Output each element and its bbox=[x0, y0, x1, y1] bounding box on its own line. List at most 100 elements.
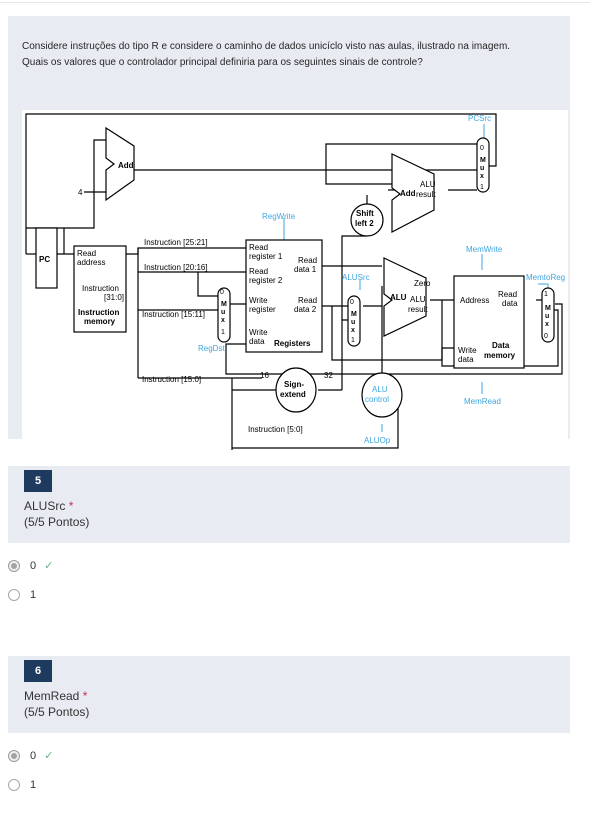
regdst-label: RegDst bbox=[198, 344, 225, 353]
mux2-m: M bbox=[221, 301, 227, 308]
mux3-zero: 0 bbox=[350, 299, 354, 306]
regwrite-label: RegWrite bbox=[262, 212, 296, 221]
reg-read1-a: Read bbox=[249, 243, 268, 252]
mux1-zero: 0 bbox=[480, 145, 484, 152]
radio-selected-icon[interactable] bbox=[8, 559, 20, 572]
memwrite-label: MemWrite bbox=[466, 245, 503, 254]
mem-read-data-a: Read bbox=[498, 290, 517, 299]
add2-alu: ALU bbox=[420, 180, 436, 189]
question-title: ALUSrc * bbox=[24, 499, 73, 513]
reg-read2-b: register 2 bbox=[249, 276, 283, 285]
question-title-text: ALUSrc bbox=[24, 499, 66, 513]
question-title-text: MemRead bbox=[24, 689, 80, 703]
mux3-one: 1 bbox=[351, 337, 355, 344]
reg-write-a: Write bbox=[249, 296, 268, 305]
alu-result-b: result bbox=[408, 305, 428, 314]
instr-25-21: Instruction [25:21] bbox=[144, 238, 208, 247]
registers-label: Registers bbox=[274, 339, 311, 348]
mux4-zero: 0 bbox=[544, 333, 548, 340]
mem-write-data-a: Write bbox=[458, 346, 477, 355]
aluop-label: ALUOp bbox=[364, 436, 391, 445]
instruction-out-1: Instruction bbox=[82, 284, 119, 293]
mux4-u: u bbox=[545, 313, 549, 320]
mux4-m: M bbox=[545, 305, 551, 312]
instr-15-0: Instruction [15:0] bbox=[142, 375, 201, 384]
mux2-u: u bbox=[221, 309, 225, 316]
mux1-x: x bbox=[480, 173, 484, 180]
four-label: 4 bbox=[78, 188, 83, 197]
mux3-x: x bbox=[351, 327, 355, 334]
required-mark: * bbox=[68, 499, 74, 513]
zero-flag-label: Zero bbox=[414, 279, 431, 288]
check-icon: ✓ bbox=[44, 560, 54, 572]
mem-read-data-b: data bbox=[502, 299, 518, 308]
option-q5-1[interactable]: 1 bbox=[8, 589, 36, 601]
option-q6-0[interactable]: 0 ✓ bbox=[8, 749, 53, 762]
data-memory-a: Data bbox=[492, 341, 510, 350]
intro-line-2: Quais os valores que o controlador princ… bbox=[22, 57, 423, 68]
read-address-2: address bbox=[77, 258, 105, 267]
top-divider bbox=[0, 2, 590, 3]
sixteen-label: 16 bbox=[260, 371, 269, 380]
intro-line-1: Considere instruções do tipo R e conside… bbox=[22, 41, 511, 52]
reg-write-b: register bbox=[249, 305, 276, 314]
pcsrc-label: PCSrc bbox=[468, 114, 491, 123]
alusrc-label: ALUSrc bbox=[342, 273, 370, 282]
question-title: MemRead * bbox=[24, 689, 87, 703]
read-data2-b: data 2 bbox=[294, 305, 317, 314]
radio-selected-icon[interactable] bbox=[8, 749, 20, 762]
pc-label: PC bbox=[39, 255, 50, 264]
question-6-card: 6 MemRead * (5/5 Pontos) bbox=[8, 656, 570, 733]
check-icon: ✓ bbox=[44, 750, 54, 762]
memread-label: MemRead bbox=[464, 397, 501, 406]
option-label: 1 bbox=[30, 779, 37, 791]
mux3-u: u bbox=[351, 319, 355, 326]
add2-result: result bbox=[416, 190, 436, 199]
mem-write-data-b: data bbox=[458, 355, 474, 364]
sign-extend-b: extend bbox=[280, 390, 306, 399]
question-5-card: 5 ALUSrc * (5/5 Pontos) bbox=[8, 466, 570, 543]
data-memory-b: memory bbox=[484, 351, 516, 360]
alu-control-b: control bbox=[365, 395, 389, 404]
datapath-diagram: PCSrc Add 4 0 M u x 1 Add ALU result Shi… bbox=[22, 110, 568, 450]
add-label: Add bbox=[118, 161, 134, 170]
mux3-m: M bbox=[351, 311, 357, 318]
shift-line-2: left 2 bbox=[355, 219, 374, 228]
alu-control-a: ALU bbox=[372, 385, 388, 394]
required-mark: * bbox=[82, 689, 88, 703]
option-label: 0 bbox=[30, 559, 37, 572]
question-points: (5/5 Pontos) bbox=[24, 515, 90, 529]
sign-extend-a: Sign- bbox=[284, 380, 304, 389]
shift-line-1: Shift bbox=[356, 209, 374, 218]
instr-mem-2: memory bbox=[84, 317, 116, 326]
mux4-x: x bbox=[545, 321, 549, 328]
add2-label: Add bbox=[400, 189, 416, 198]
datapath-svg: PCSrc Add 4 0 M u x 1 Add ALU result Shi… bbox=[25, 113, 565, 450]
radio-icon[interactable] bbox=[8, 589, 20, 601]
intro-card: Considere instruções do tipo R e conside… bbox=[8, 16, 570, 450]
alu-result-a: ALU bbox=[410, 295, 426, 304]
question-number-badge: 5 bbox=[24, 470, 52, 492]
reg-wdata-b: data bbox=[249, 337, 265, 346]
reg-read1-b: register 1 bbox=[249, 252, 283, 261]
option-label: 0 bbox=[30, 749, 37, 762]
option-q6-1[interactable]: 1 bbox=[8, 779, 36, 791]
intro-text: Considere instruções do tipo R e conside… bbox=[22, 39, 552, 71]
instr-15-11: Instruction [15:11] bbox=[142, 310, 205, 319]
instr-20-16: Instruction [20:16] bbox=[144, 263, 208, 272]
reg-wdata-a: Write bbox=[249, 328, 268, 337]
read-data1-b: data 1 bbox=[294, 265, 317, 274]
reg-read2-a: Read bbox=[249, 267, 268, 276]
radio-icon[interactable] bbox=[8, 779, 20, 791]
question-points: (5/5 Pontos) bbox=[24, 705, 90, 719]
address-label: Address bbox=[460, 296, 489, 305]
mux1-m: M bbox=[480, 157, 486, 164]
instr-mem-1: Instruction bbox=[78, 308, 119, 317]
read-data2-a: Read bbox=[298, 296, 317, 305]
option-label: 1 bbox=[30, 589, 37, 601]
instruction-out-2: [31:0] bbox=[104, 293, 124, 302]
mux4-one: 1 bbox=[544, 291, 548, 298]
question-number-badge: 6 bbox=[24, 660, 52, 682]
option-q5-0[interactable]: 0 ✓ bbox=[8, 559, 53, 572]
mux2-x: x bbox=[221, 317, 225, 324]
